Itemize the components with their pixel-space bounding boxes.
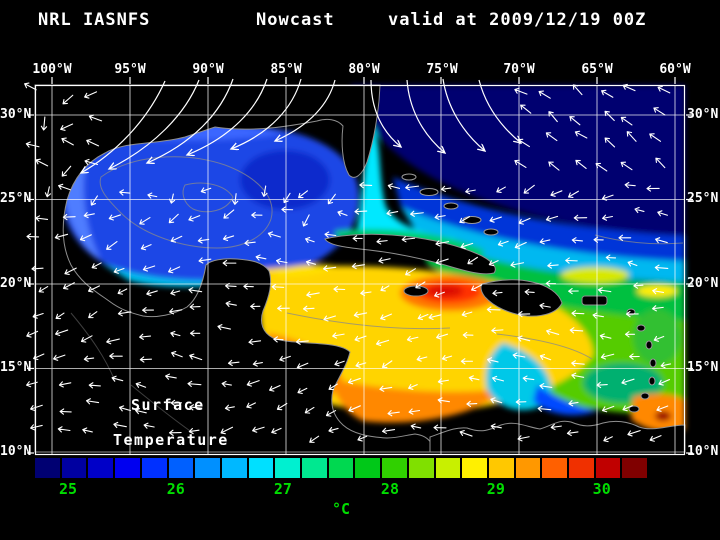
colorbar-segment bbox=[569, 458, 594, 478]
grid-lines bbox=[35, 85, 685, 455]
colorbar-segment bbox=[248, 458, 274, 478]
lon-label: 60°W bbox=[659, 62, 691, 77]
colorbar-segment bbox=[115, 458, 140, 478]
colorbar-label: 30 bbox=[592, 480, 611, 498]
lat-label: 30°N bbox=[0, 107, 32, 122]
colorbar-label: 25 bbox=[59, 480, 78, 498]
lat-label: 30°N bbox=[687, 107, 719, 122]
lat-label: 20°N bbox=[687, 276, 719, 291]
map-frame bbox=[34, 84, 686, 456]
lat-label: 15°N bbox=[687, 360, 719, 375]
colorbar-segment bbox=[35, 458, 60, 478]
colorbar-segment bbox=[61, 458, 87, 478]
lat-label: 15°N bbox=[0, 360, 32, 375]
lon-label: 80°W bbox=[348, 62, 380, 77]
lon-label: 85°W bbox=[270, 62, 302, 77]
axis-ticks bbox=[27, 77, 693, 454]
colorbar-segment bbox=[382, 458, 407, 478]
lon-label: 90°W bbox=[192, 62, 224, 77]
colorbar-segment bbox=[515, 458, 541, 478]
colorbar-segment bbox=[141, 458, 167, 478]
colorbar-segment bbox=[275, 458, 301, 478]
colorbar-segment bbox=[195, 458, 220, 478]
colorbar-labels: 25 26 27 28 29 30 bbox=[35, 480, 647, 498]
colorbar-label: 27 bbox=[273, 480, 292, 498]
colorbar-segment bbox=[328, 458, 354, 478]
colorbar-segment bbox=[302, 458, 327, 478]
colorbar-label: 29 bbox=[486, 480, 505, 498]
map-canvas: Surface Temperature bbox=[24, 77, 693, 456]
wind-arrows bbox=[24, 82, 672, 443]
colorbar-segment bbox=[622, 458, 648, 478]
lon-label: 65°W bbox=[581, 62, 613, 77]
colorbar-label: 28 bbox=[380, 480, 399, 498]
colorbar bbox=[35, 458, 648, 478]
annotation-surface: Surface bbox=[131, 396, 205, 414]
colorbar-segment bbox=[462, 458, 487, 478]
lat-label: 25°N bbox=[0, 191, 32, 206]
lon-label: 100°W bbox=[32, 62, 72, 77]
colorbar-segment bbox=[221, 458, 247, 478]
title-product: Nowcast bbox=[256, 10, 335, 30]
lon-label: 75°W bbox=[426, 62, 458, 77]
lon-label: 70°W bbox=[503, 62, 535, 77]
colorbar-segment bbox=[542, 458, 568, 478]
colorbar-segment bbox=[488, 458, 514, 478]
lon-label: 95°W bbox=[114, 62, 146, 77]
colorbar-segment bbox=[88, 458, 114, 478]
colorbar-label: 26 bbox=[166, 480, 185, 498]
colorbar-segment bbox=[595, 458, 621, 478]
lat-label: 20°N bbox=[0, 276, 32, 291]
title-model: NRL IASNFS bbox=[38, 10, 151, 30]
lat-label: 10°N bbox=[687, 444, 719, 459]
colorbar-unit: °C bbox=[331, 500, 351, 518]
colorbar-segment bbox=[168, 458, 194, 478]
annotation-temperature: Temperature bbox=[113, 431, 229, 449]
colorbar-segment bbox=[408, 458, 434, 478]
lat-label: 25°N bbox=[687, 191, 719, 206]
title-validtime: valid at 2009/12/19 00Z bbox=[388, 10, 647, 30]
lat-label: 10°N bbox=[0, 444, 32, 459]
wind-streamlines bbox=[81, 78, 521, 173]
sst-map: Surface Temperature bbox=[24, 77, 693, 456]
colorbar-segment bbox=[435, 458, 461, 478]
colorbar-segment bbox=[355, 458, 381, 478]
